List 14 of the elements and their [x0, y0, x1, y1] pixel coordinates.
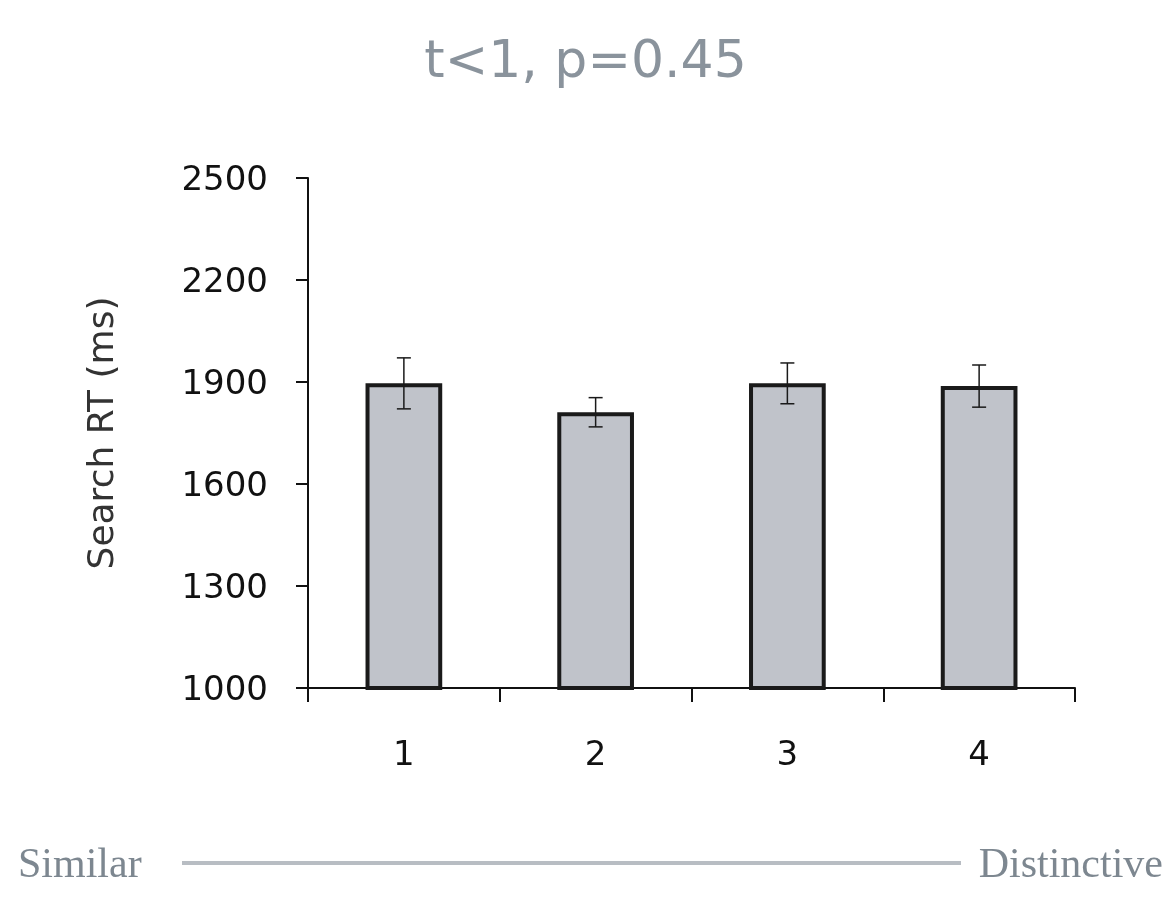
y-tick-label: 1000	[181, 668, 268, 708]
chart-title: t<1, p=0.45	[424, 29, 747, 89]
y-axis-title: Search RT (ms)	[79, 296, 121, 570]
text: Similar	[18, 839, 142, 887]
y-tick-label: 1900	[181, 362, 268, 402]
text: Distinctive	[978, 839, 1163, 887]
x-tick-label: 2	[584, 733, 607, 773]
x-tick-label: 1	[393, 733, 415, 773]
x-tick-label: 3	[776, 733, 799, 773]
y-tick-label: 2500	[181, 158, 268, 198]
y-tick-label: 1300	[181, 566, 268, 606]
x-tick-label: 4	[968, 733, 990, 773]
y-tick-label: 1600	[181, 464, 268, 504]
y-tick-label: 2200	[181, 260, 268, 300]
